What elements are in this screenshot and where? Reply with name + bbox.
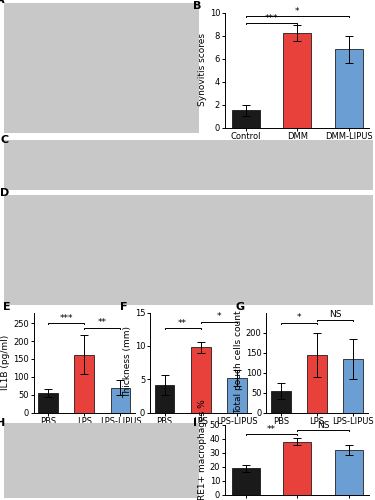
Y-axis label: Thickness (mm): Thickness (mm): [123, 326, 132, 398]
Bar: [334, 450, 363, 495]
Text: B: B: [193, 1, 202, 11]
Bar: [307, 354, 327, 412]
Text: **: **: [98, 318, 107, 328]
Bar: [283, 33, 311, 128]
Bar: [283, 442, 311, 495]
Text: E: E: [3, 302, 11, 312]
Y-axis label: Synovitis scores: Synovitis scores: [198, 34, 207, 106]
Bar: [75, 354, 94, 412]
Text: NS: NS: [328, 310, 341, 319]
Text: *: *: [297, 314, 301, 322]
Text: A: A: [0, 0, 4, 4]
Text: I: I: [193, 418, 197, 428]
Text: NS: NS: [316, 420, 329, 430]
Bar: [343, 358, 363, 412]
Text: F: F: [120, 302, 127, 312]
Bar: [231, 110, 260, 128]
Text: D: D: [0, 188, 9, 198]
Text: **: **: [178, 319, 187, 328]
Y-axis label: IL1B (pg/ml): IL1B (pg/ml): [2, 335, 10, 390]
Bar: [154, 384, 174, 412]
Bar: [334, 50, 363, 128]
Bar: [191, 347, 210, 412]
Text: ***: ***: [265, 14, 278, 22]
Text: *: *: [216, 312, 221, 321]
Text: G: G: [236, 302, 245, 312]
Text: H: H: [0, 418, 5, 428]
Bar: [38, 393, 58, 412]
Text: C: C: [0, 135, 8, 145]
Bar: [271, 390, 291, 412]
Bar: [111, 388, 130, 412]
Y-axis label: Total pouch cells count: Total pouch cells count: [234, 310, 243, 414]
Y-axis label: ADGRE1+ macrophages %: ADGRE1+ macrophages %: [198, 400, 207, 500]
Text: ***: ***: [60, 314, 73, 322]
Text: *: *: [295, 6, 299, 16]
Text: **: **: [267, 425, 276, 434]
Bar: [227, 378, 247, 412]
Bar: [231, 468, 260, 495]
